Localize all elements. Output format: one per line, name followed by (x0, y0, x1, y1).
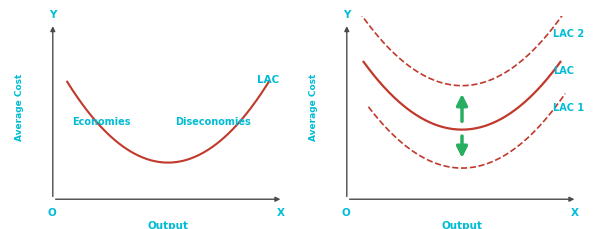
Text: O: O (48, 208, 57, 218)
Text: Output: Output (148, 221, 188, 229)
Text: Average Cost: Average Cost (15, 74, 24, 141)
Text: Average Cost: Average Cost (308, 74, 318, 141)
Text: LAC 2: LAC 2 (553, 29, 584, 39)
Text: Output: Output (442, 221, 482, 229)
Text: LAC: LAC (553, 66, 574, 76)
Text: O: O (342, 208, 351, 218)
Text: Y: Y (49, 10, 56, 20)
Text: X: X (277, 208, 284, 218)
Text: Diseconomies: Diseconomies (175, 117, 251, 127)
Text: Economies: Economies (72, 117, 131, 127)
Text: LAC 1: LAC 1 (553, 103, 584, 113)
Text: LAC: LAC (257, 75, 279, 85)
Text: Y: Y (343, 10, 350, 20)
Text: X: X (571, 208, 578, 218)
